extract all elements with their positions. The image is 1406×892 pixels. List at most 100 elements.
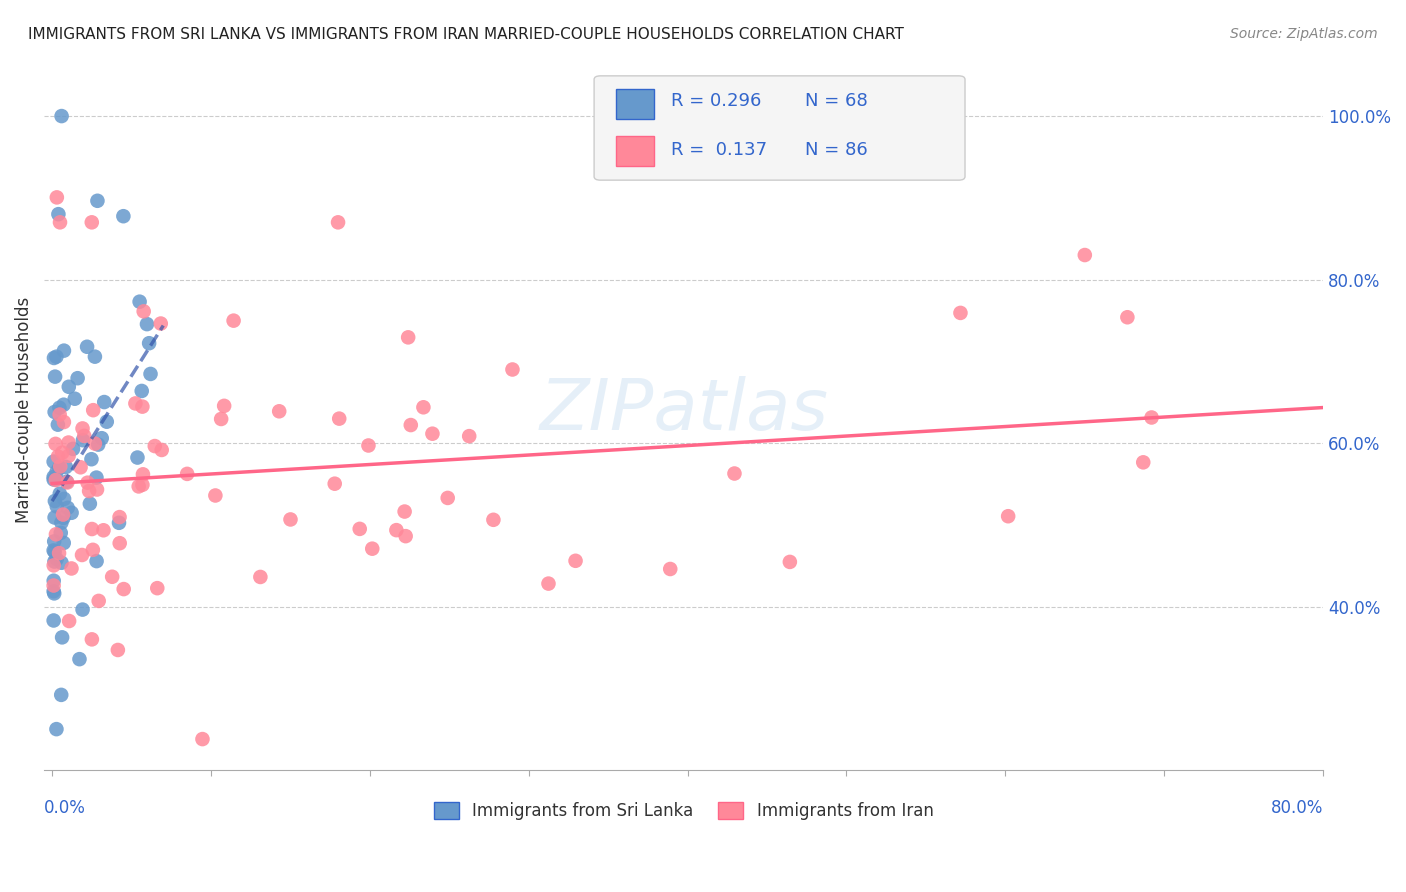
Point xyxy=(69,652,91,666)
Point xyxy=(63,392,86,406)
Point xyxy=(52,508,75,522)
Point xyxy=(124,396,146,410)
Point xyxy=(326,215,349,229)
Point xyxy=(204,488,226,502)
Text: IMMIGRANTS FROM SRI LANKA VS IMMIGRANTS FROM IRAN MARRIED-COUPLE HOUSEHOLDS CORR: IMMIGRANTS FROM SRI LANKA VS IMMIGRANTS … xyxy=(28,27,904,42)
Point xyxy=(779,555,801,569)
Point xyxy=(51,556,73,570)
Point xyxy=(128,479,150,493)
Point xyxy=(62,442,84,456)
Point xyxy=(76,340,98,354)
Point xyxy=(60,506,83,520)
Point xyxy=(997,509,1019,524)
Point xyxy=(49,525,72,540)
Point xyxy=(66,371,89,385)
Point xyxy=(70,548,93,562)
Point xyxy=(112,209,135,223)
Point xyxy=(49,459,72,474)
Point xyxy=(108,516,131,530)
Point xyxy=(45,472,67,486)
Point xyxy=(55,459,77,474)
Point xyxy=(269,404,291,418)
Point xyxy=(399,418,422,433)
Point xyxy=(53,491,76,506)
Point xyxy=(52,398,75,412)
Point xyxy=(80,632,103,647)
Point xyxy=(87,437,110,451)
Point xyxy=(249,570,271,584)
Point xyxy=(191,732,214,747)
Point xyxy=(42,351,65,365)
Point xyxy=(108,536,131,550)
Point xyxy=(90,431,112,445)
Point xyxy=(723,467,745,481)
Point xyxy=(83,350,105,364)
Point xyxy=(80,215,103,229)
Point xyxy=(42,578,65,592)
Point xyxy=(280,512,302,526)
Point xyxy=(128,294,150,309)
Point xyxy=(77,483,100,498)
Point xyxy=(72,434,94,448)
Point xyxy=(58,435,80,450)
Point xyxy=(1074,248,1097,262)
Point xyxy=(209,412,232,426)
Point xyxy=(58,380,80,394)
Point xyxy=(138,336,160,351)
Point xyxy=(458,429,481,443)
Point xyxy=(422,426,444,441)
Point xyxy=(44,369,66,384)
Point xyxy=(396,330,419,344)
Point xyxy=(51,516,73,530)
Point xyxy=(58,614,80,628)
Point xyxy=(86,194,108,208)
Point xyxy=(412,401,434,415)
Point xyxy=(132,467,155,482)
Point xyxy=(49,486,72,500)
Point xyxy=(52,536,75,550)
Point xyxy=(73,429,96,443)
Legend: Immigrants from Sri Lanka, Immigrants from Iran: Immigrants from Sri Lanka, Immigrants fr… xyxy=(427,795,941,826)
Point xyxy=(45,465,67,479)
Point xyxy=(52,511,75,525)
Point xyxy=(42,455,65,469)
Text: Source: ZipAtlas.com: Source: ZipAtlas.com xyxy=(1230,27,1378,41)
Point xyxy=(42,558,65,573)
Point xyxy=(48,408,70,422)
Point xyxy=(72,602,94,616)
Point xyxy=(132,304,155,318)
Point xyxy=(45,527,67,541)
Point xyxy=(501,362,523,376)
Point xyxy=(131,400,153,414)
Text: N = 86: N = 86 xyxy=(806,141,868,159)
Point xyxy=(1116,310,1139,325)
Point xyxy=(45,190,67,204)
Point xyxy=(52,415,75,429)
Point xyxy=(48,546,70,560)
Text: N = 68: N = 68 xyxy=(806,92,868,110)
Point xyxy=(58,449,80,463)
Point xyxy=(96,415,118,429)
Point xyxy=(101,570,124,584)
Bar xyxy=(616,89,654,119)
Bar xyxy=(616,136,654,166)
Point xyxy=(82,403,104,417)
Point xyxy=(86,483,108,497)
FancyBboxPatch shape xyxy=(595,76,965,180)
Point xyxy=(44,555,66,569)
Point xyxy=(361,541,384,556)
Point xyxy=(60,561,83,575)
Point xyxy=(56,475,79,490)
Point xyxy=(86,554,108,568)
Point xyxy=(42,543,65,558)
Point xyxy=(385,523,408,537)
Point xyxy=(87,594,110,608)
Point xyxy=(107,643,129,657)
Point xyxy=(349,522,371,536)
Text: R =  0.137: R = 0.137 xyxy=(671,141,766,159)
Point xyxy=(45,473,67,487)
Point xyxy=(51,688,73,702)
Point xyxy=(44,510,66,524)
Point xyxy=(45,722,67,736)
Text: 0.0%: 0.0% xyxy=(44,798,86,817)
